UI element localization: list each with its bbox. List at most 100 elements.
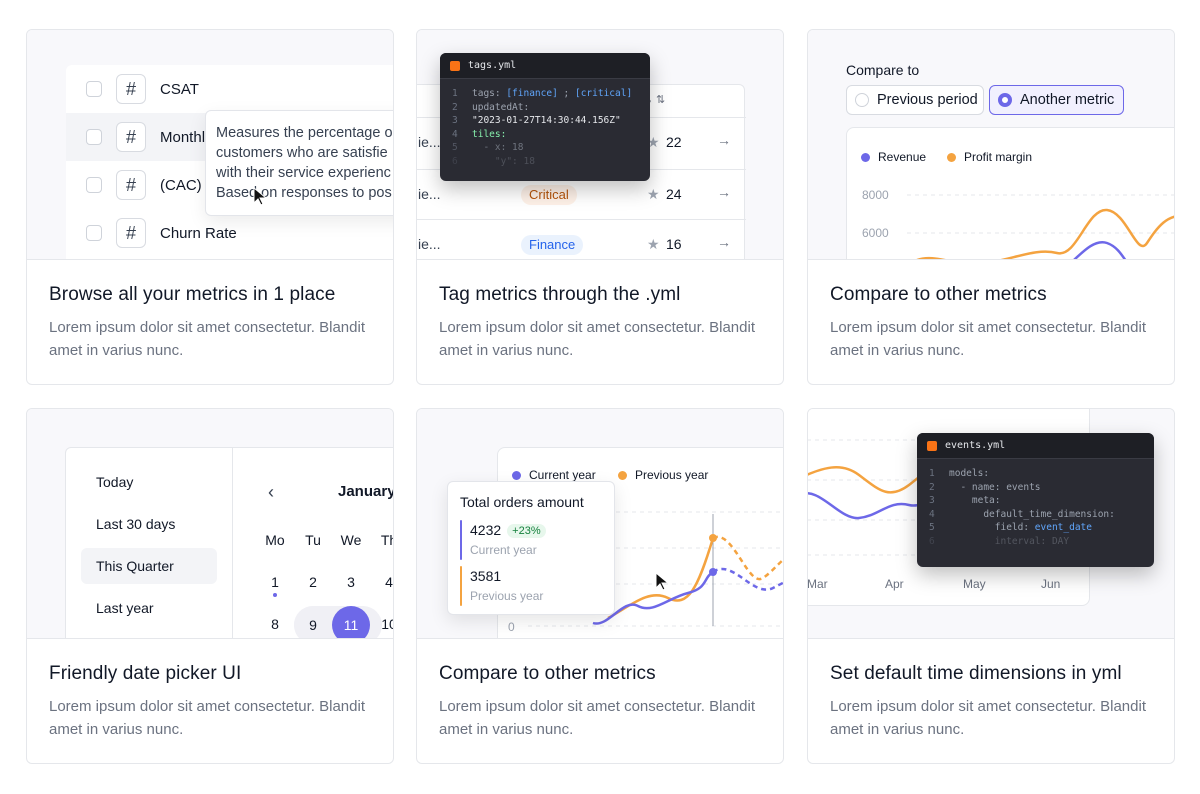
current-year-forecast bbox=[712, 567, 783, 591]
calendar-day[interactable]: 4 bbox=[385, 574, 393, 590]
metric-checkbox[interactable] bbox=[86, 81, 102, 97]
tooltip-line: Measures the percentage o bbox=[216, 125, 393, 141]
metric-row[interactable]: # Churn Rate bbox=[66, 209, 393, 257]
card-description: Lorem ipsum dolor sit amet consectetur. … bbox=[439, 698, 755, 738]
radio-icon[interactable] bbox=[855, 93, 869, 107]
card-title: Compare to other metrics bbox=[439, 663, 656, 684]
radio-selected-icon[interactable] bbox=[998, 93, 1012, 107]
legend-current-year: Current year bbox=[512, 468, 596, 482]
code-token: tags: bbox=[472, 88, 507, 99]
star-count: 16 bbox=[666, 236, 682, 252]
previous-label: Previous year bbox=[470, 589, 544, 603]
preset-last-30-days[interactable]: Last 30 days bbox=[96, 516, 176, 532]
code-file-name: tags.yml bbox=[468, 60, 517, 71]
metric-checkbox[interactable] bbox=[86, 177, 102, 193]
legend-label: Current year bbox=[529, 468, 596, 482]
current-value-row: 4232 +23% bbox=[470, 522, 546, 538]
cursor-icon bbox=[253, 187, 268, 206]
code-token: event_date bbox=[1034, 522, 1092, 533]
x-tick-label: May bbox=[963, 577, 986, 591]
card-title: Friendly date picker UI bbox=[49, 663, 242, 684]
tooltip-line: customers who are satisfie bbox=[216, 145, 388, 161]
calendar-day[interactable]: 9 bbox=[294, 606, 332, 638]
option-previous-period[interactable]: Previous period bbox=[846, 85, 984, 115]
weekday-label: We bbox=[340, 532, 362, 548]
legend-label: Revenue bbox=[878, 150, 927, 164]
calendar-day[interactable]: 10 bbox=[381, 616, 393, 632]
code-token: - x: 18 bbox=[472, 142, 524, 153]
star-icon: ★ bbox=[647, 134, 660, 150]
tooltip-line: with their service experienc bbox=[216, 165, 391, 181]
calendar-day[interactable]: 3 bbox=[347, 574, 355, 590]
code-token: interval: DAY bbox=[949, 535, 1070, 547]
preset-today[interactable]: Today bbox=[96, 474, 134, 490]
hash-icon: # bbox=[116, 74, 146, 104]
chart-lines bbox=[907, 194, 1174, 259]
line-number: 3 bbox=[929, 495, 935, 506]
arrow-right-icon[interactable]: → bbox=[717, 132, 731, 148]
legend-dot bbox=[861, 152, 870, 162]
metric-checkbox[interactable] bbox=[86, 129, 102, 145]
card-compare-orders: Current year Previous year 0 bbox=[416, 408, 784, 764]
card-preview: Mar Apr May Jun events.yml 1 models: 2 - … bbox=[808, 409, 1174, 639]
metric-name: Monthl bbox=[160, 128, 206, 146]
previous-month-icon[interactable]: ‹ bbox=[268, 482, 274, 502]
code-token: [finance] bbox=[506, 88, 558, 99]
metric-row[interactable]: # (CAC) bbox=[66, 161, 393, 209]
legend-profit-margin: Profit margin bbox=[947, 150, 1032, 164]
line-number: 6 bbox=[452, 155, 458, 167]
calendar-day[interactable]: 1 bbox=[271, 574, 279, 590]
code-token: ; bbox=[557, 88, 575, 99]
current-year-marker bbox=[460, 520, 462, 560]
compare-label: Compare to bbox=[846, 62, 920, 78]
calendar-day-selected[interactable]: 11 bbox=[332, 606, 370, 638]
previous-year-marker bbox=[460, 566, 462, 606]
card-title: Compare to other metrics bbox=[830, 284, 1047, 305]
arrow-right-icon[interactable]: → bbox=[717, 184, 731, 200]
current-year-line bbox=[592, 570, 714, 625]
calendar-day[interactable]: 2 bbox=[309, 574, 317, 590]
code-token: meta: bbox=[949, 495, 1001, 506]
metric-checkbox[interactable] bbox=[86, 225, 102, 241]
option-another-metric[interactable]: Another metric bbox=[989, 85, 1124, 115]
preset-this-quarter[interactable]: This Quarter bbox=[81, 548, 217, 584]
sort-icon[interactable]: ⇅ bbox=[656, 94, 666, 106]
table-row[interactable]: ie... Finance ★ 16 → bbox=[417, 219, 746, 259]
metric-name: Churn Rate bbox=[160, 224, 237, 242]
option-label: Another metric bbox=[1020, 92, 1115, 108]
star-icon: ★ bbox=[647, 236, 660, 252]
metric-name: (CAC) bbox=[160, 176, 202, 194]
previous-year-forecast bbox=[712, 535, 783, 581]
x-tick-label: Mar bbox=[808, 577, 828, 591]
card-preview: Current year Previous year 0 bbox=[417, 409, 783, 639]
line-number: 6 bbox=[929, 535, 935, 547]
line-number: 1 bbox=[929, 468, 935, 479]
card-preview: Compare to Previous period Another metri… bbox=[808, 30, 1174, 260]
hash-icon: # bbox=[116, 122, 146, 152]
card-description: Lorem ipsum dolor sit amet consectetur. … bbox=[830, 319, 1146, 359]
preset-last-year[interactable]: Last year bbox=[96, 600, 154, 616]
orders-tooltip: Total orders amount 4232 +23% Current yea… bbox=[447, 481, 615, 615]
file-icon bbox=[927, 440, 937, 451]
line-number: 4 bbox=[452, 128, 458, 140]
revenue-line bbox=[1073, 240, 1127, 259]
card-browse-metrics: # CSAT # Monthl # (CAC) # Churn Rate Mea… bbox=[26, 29, 394, 385]
hover-point-current[interactable] bbox=[709, 568, 717, 576]
code-token: tiles: bbox=[472, 128, 507, 140]
cursor-icon bbox=[655, 572, 670, 591]
file-icon bbox=[450, 60, 460, 71]
legend-dot bbox=[512, 470, 521, 480]
arrow-right-icon[interactable]: → bbox=[717, 234, 731, 250]
hover-point-previous[interactable] bbox=[709, 534, 717, 542]
option-label: Previous period bbox=[877, 92, 978, 108]
tooltip-title: Total orders amount bbox=[460, 494, 584, 510]
metric-row[interactable]: # CSAT bbox=[66, 65, 393, 113]
date-picker: Today Last 30 days This Quarter Last yea… bbox=[65, 447, 393, 638]
calendar-day[interactable]: 8 bbox=[271, 616, 279, 632]
change-badge: +23% bbox=[507, 524, 546, 538]
line-number: 4 bbox=[929, 508, 935, 520]
line-number: 5 bbox=[452, 142, 458, 153]
chart-lines bbox=[528, 511, 783, 627]
metric-name: ie... bbox=[418, 134, 441, 150]
code-editor: 1 tags: [finance] ; [critical] 2 updatedAt… bbox=[440, 79, 650, 168]
